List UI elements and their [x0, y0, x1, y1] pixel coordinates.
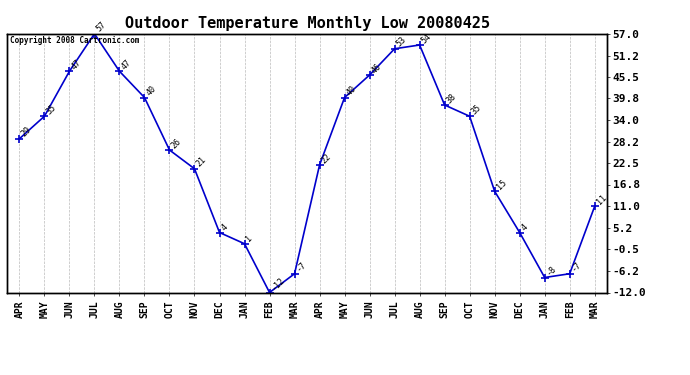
Text: -7: -7 — [295, 260, 308, 274]
Text: Copyright 2008 Cartronic.com: Copyright 2008 Cartronic.com — [10, 36, 139, 45]
Text: 11: 11 — [595, 193, 608, 206]
Text: 26: 26 — [170, 136, 183, 150]
Text: 21: 21 — [195, 155, 208, 169]
Text: 4: 4 — [520, 223, 529, 232]
Text: 54: 54 — [420, 32, 433, 45]
Text: 46: 46 — [370, 62, 383, 75]
Text: 35: 35 — [44, 103, 58, 116]
Text: 40: 40 — [144, 84, 158, 98]
Text: 40: 40 — [344, 84, 358, 98]
Text: 38: 38 — [444, 92, 458, 105]
Text: 29: 29 — [19, 125, 33, 139]
Text: 4: 4 — [219, 223, 229, 232]
Text: 1: 1 — [244, 234, 255, 244]
Text: 53: 53 — [395, 35, 408, 49]
Text: -7: -7 — [570, 260, 583, 274]
Text: 15: 15 — [495, 178, 508, 191]
Text: -12: -12 — [270, 276, 286, 292]
Text: 47: 47 — [119, 58, 133, 71]
Text: -8: -8 — [544, 264, 558, 278]
Text: 47: 47 — [70, 58, 83, 71]
Text: 57: 57 — [95, 20, 108, 34]
Title: Outdoor Temperature Monthly Low 20080425: Outdoor Temperature Monthly Low 20080425 — [125, 16, 489, 31]
Text: 35: 35 — [470, 103, 483, 116]
Text: 22: 22 — [319, 152, 333, 165]
